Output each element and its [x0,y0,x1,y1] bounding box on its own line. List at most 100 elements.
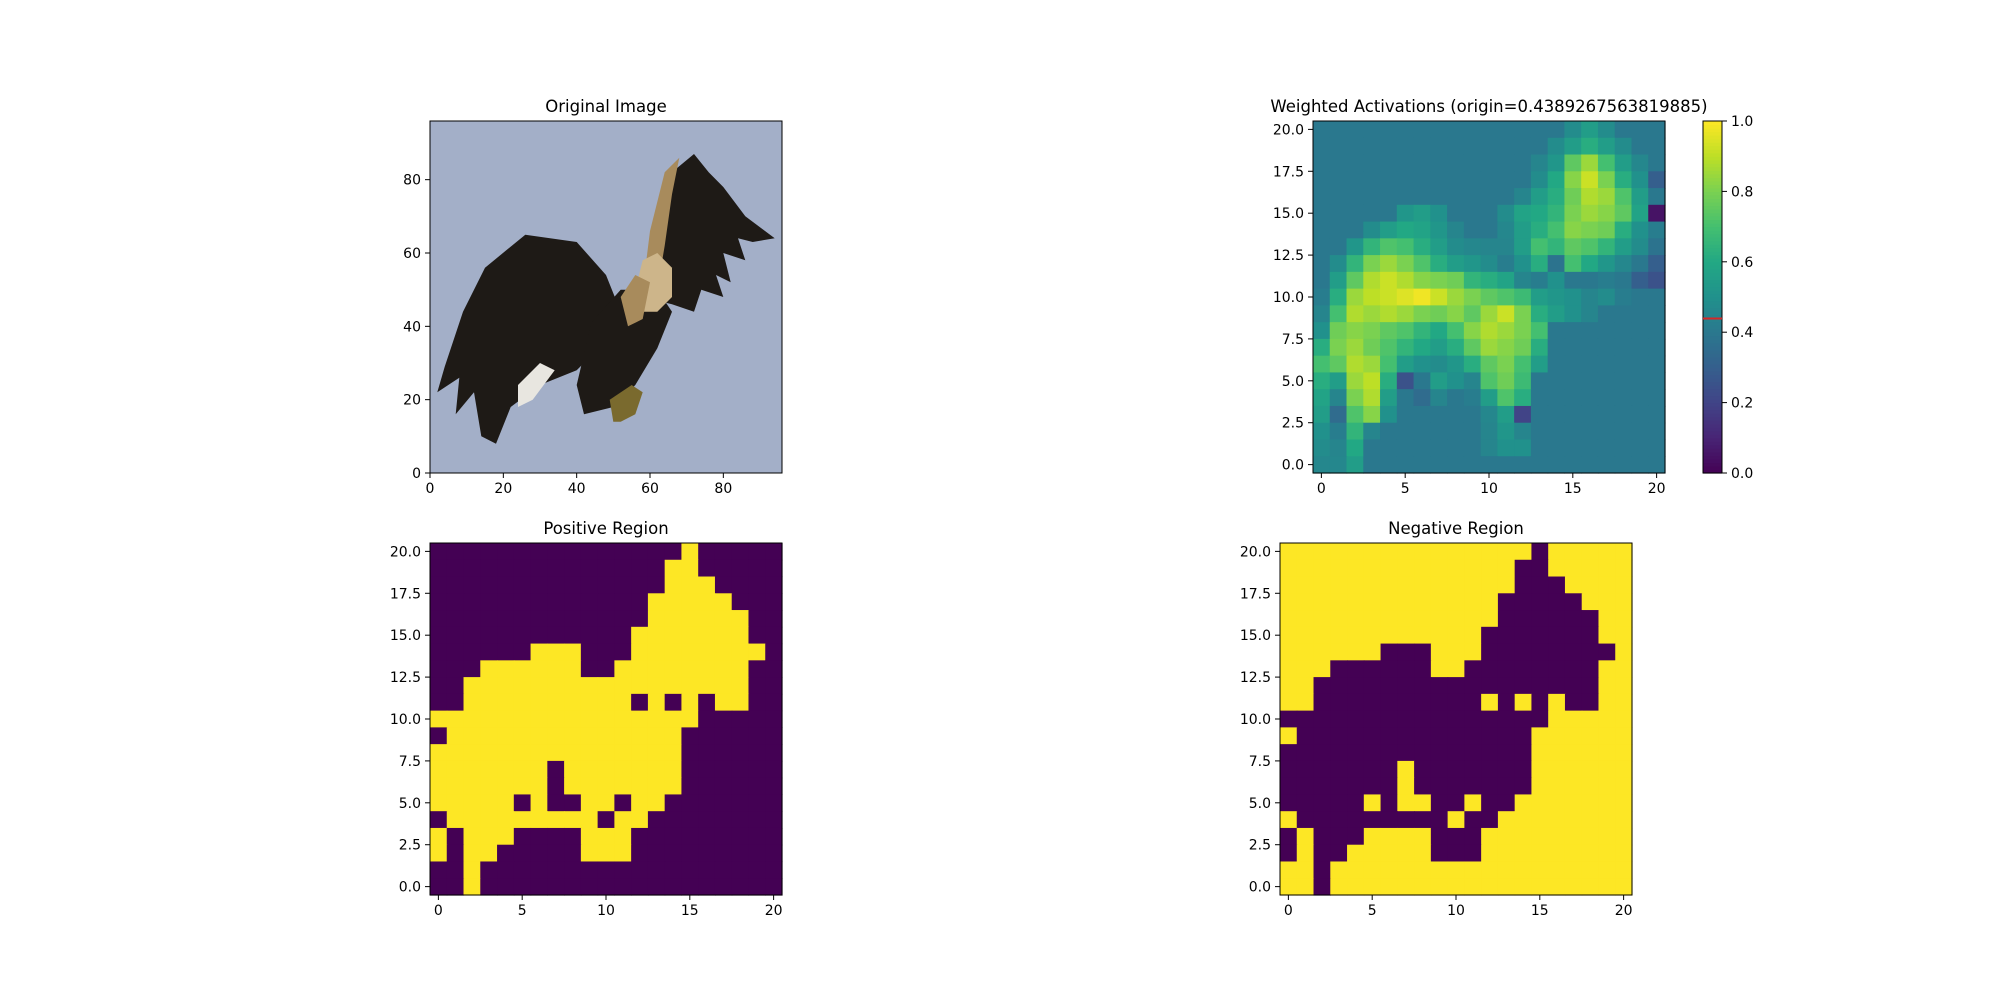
negative-cell [1447,727,1465,745]
positive-cell [580,878,599,896]
weighted-cell [1346,137,1364,156]
weighted-cell [1514,456,1532,474]
positive-xtick-label: 10 [597,903,615,919]
negative-cell [1430,727,1449,745]
weighted-cell [1631,137,1649,156]
original-ytick-label: 60 [403,246,421,262]
weighted-cell [1530,137,1549,156]
positive-ytick-label: 7.5 [399,754,421,770]
colorbar-segment [1703,402,1722,407]
negative-cell [1414,794,1432,812]
weighted-cell [1346,255,1364,273]
eagle-tail [518,363,555,407]
positive-cell [647,543,666,561]
negative-cell [1430,610,1449,628]
positive-cell [681,777,699,796]
colorbar-segment [1703,423,1722,428]
negative-cell [1296,643,1315,661]
positive-cell [731,643,750,661]
weighted-cell [1648,171,1666,189]
weighted-cell [1480,288,1498,306]
colorbar-segment [1703,209,1722,214]
positive-cell [430,811,448,829]
weighted-cell [1514,204,1532,223]
weighted-cell [1564,171,1582,189]
positive-cell [430,643,448,661]
weighted-cell [1447,456,1465,474]
weighted-cell [1447,355,1465,374]
colorbar-segment [1703,399,1722,404]
weighted-cell [1530,288,1549,306]
positive-cell [731,777,750,796]
negative-cell [1380,593,1398,611]
positive-cell [580,543,599,561]
weighted-cell [1547,271,1566,290]
weighted-cell [1480,355,1498,374]
negative-cell [1564,593,1583,611]
positive-cell [765,576,783,594]
negative-cell [1548,643,1566,661]
negative-cell [1598,660,1616,678]
positive-cell [731,677,750,695]
positive-cell [497,777,515,796]
negative-cell [1280,744,1298,762]
negative-cell [1497,610,1516,628]
positive-cell [748,643,766,661]
positive-cell [698,794,716,812]
weighted-cell [1497,422,1515,441]
positive-cell [513,693,532,712]
positive-cell [430,593,448,611]
negative-cell [1548,610,1566,628]
weighted-cell [1530,271,1549,290]
weighted-cell [1497,372,1515,390]
weighted-cell [1564,154,1582,172]
positive-cell [463,559,481,578]
weighted-cell [1648,422,1666,441]
weighted-cell [1564,456,1582,474]
negative-cell [1280,861,1298,879]
negative-cell [1313,727,1331,745]
positive-cell [480,643,498,661]
colorbar-segment [1703,201,1722,207]
negative-cell [1363,861,1382,879]
negative-cell [1531,861,1549,879]
negative-cell [1430,710,1449,728]
positive-cell [564,576,582,594]
weighted-cell [1631,422,1649,441]
weighted-cell [1413,305,1431,323]
positive-cell [480,677,498,695]
negative-cell [1481,660,1499,678]
weighted-cell [1530,255,1549,273]
positive-cell [714,559,733,578]
weighted-cell [1497,271,1515,290]
weighted-cell [1614,405,1633,424]
weighted-cell [1363,121,1381,139]
negative-cell [1330,844,1348,863]
positive-cell [446,610,465,628]
negative-cell [1380,811,1398,829]
weighted-cell [1480,405,1498,424]
positive-cell [681,861,699,879]
weighted-cell [1380,121,1398,139]
negative-cell [1481,794,1499,812]
negative-cell [1615,794,1633,812]
weighted-cell [1597,221,1616,239]
positive-cell [430,710,448,728]
weighted-cell [1614,188,1633,206]
weighted-cell [1614,372,1633,390]
positive-cell [430,727,448,745]
positive-cell [564,710,582,728]
weighted-cell [1413,322,1431,340]
positive-cell [698,861,716,879]
positive-cell [664,844,683,863]
weighted-cell [1648,154,1666,172]
weighted-cell [1497,456,1515,474]
weighted-cell [1581,439,1599,457]
weighted-cell [1547,456,1566,474]
negative-cell [1497,710,1516,728]
negative-cell [1414,744,1432,762]
negative-cell [1414,844,1432,863]
negative-cell [1497,861,1516,879]
positive-cell [564,878,582,896]
eagle-body [576,289,672,415]
